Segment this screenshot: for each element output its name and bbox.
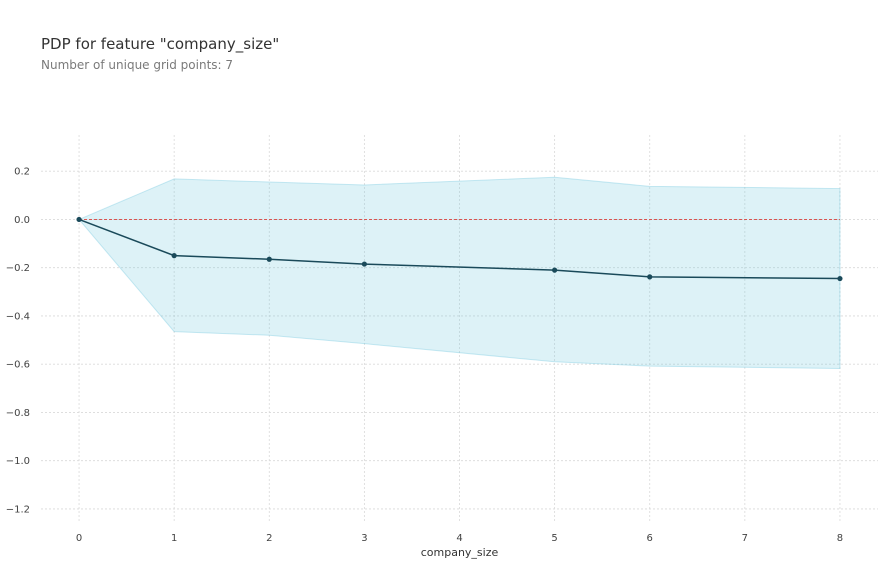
pdp-point [76, 216, 82, 223]
y-tick-label: −1.0 [6, 456, 30, 467]
pdp-point [837, 275, 843, 282]
y-tick-label: −1.2 [6, 504, 30, 515]
chart-title: PDP for feature "company_size" [41, 35, 280, 53]
x-tick-label: 3 [361, 533, 367, 544]
y-tick-label: 0.2 [14, 167, 30, 178]
chart-subtitle: Number of unique grid points: 7 [41, 58, 234, 72]
grid-lines [41, 135, 878, 521]
pdp-point [552, 267, 558, 273]
pdp-point [171, 253, 177, 259]
x-tick-label: 6 [647, 533, 653, 544]
pdp-point [361, 261, 367, 267]
x-tick-label: 2 [266, 533, 272, 544]
series-line-layer [76, 216, 843, 282]
y-tick-label: −0.8 [6, 408, 30, 419]
y-tick-label: −0.4 [6, 311, 30, 322]
x-tick-label: 1 [171, 533, 177, 544]
y-tick-label: −0.2 [6, 263, 30, 274]
x-tick-label: 5 [551, 533, 557, 544]
tick-labels: 0 1 2 3 4 5 6 7 8 0.2 0.0 −0.2 −0.4 −0.6 −0.8 −1.0 −1.2 [6, 167, 843, 544]
x-tick-label: 4 [456, 533, 462, 544]
x-axis-label: company_size [421, 546, 499, 559]
y-tick-label: 0.0 [14, 215, 30, 226]
confidence-band-layer [78, 176, 841, 370]
confidence-band [78, 176, 841, 370]
x-tick-label: 8 [837, 533, 843, 544]
x-tick-label: 0 [76, 533, 82, 544]
y-tick-label: −0.6 [6, 360, 30, 371]
pdp-point [647, 274, 653, 280]
pdp-point [266, 256, 272, 262]
x-tick-label: 7 [742, 533, 748, 544]
